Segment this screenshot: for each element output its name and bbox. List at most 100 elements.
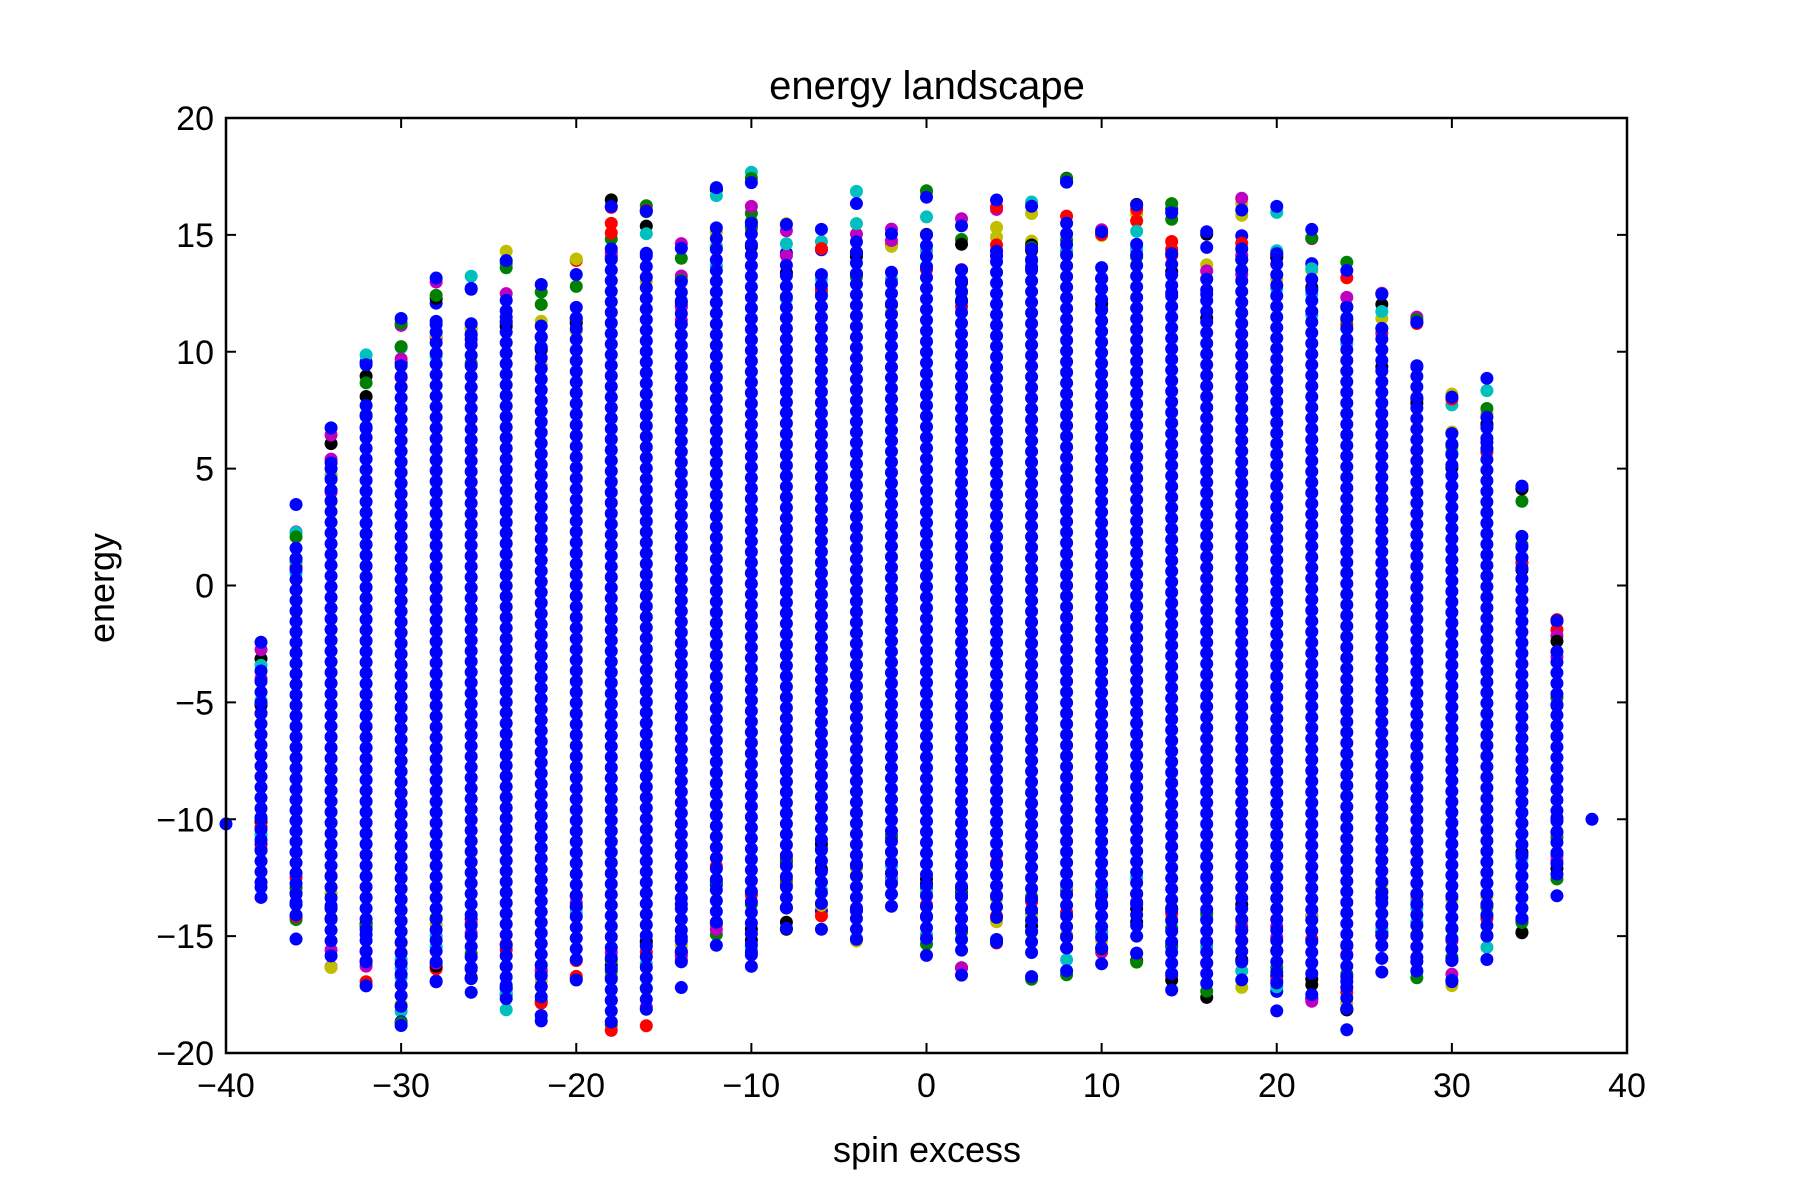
scatter-point — [709, 360, 723, 374]
scatter-point — [1165, 363, 1179, 377]
x-tick-label: −10 — [723, 1067, 781, 1105]
scatter-point — [1200, 806, 1214, 820]
scatter-point — [359, 955, 373, 969]
scatter-point — [1095, 271, 1109, 285]
scatter-point — [814, 747, 828, 761]
scatter-point — [604, 591, 618, 605]
scatter-point — [289, 751, 303, 765]
scatter-point — [534, 766, 548, 780]
scatter-point — [1340, 502, 1354, 516]
scatter-point — [1340, 757, 1354, 771]
scatter-point — [1480, 371, 1494, 385]
scatter-point — [1375, 928, 1389, 942]
scatter-point — [1060, 504, 1074, 518]
scatter-point — [779, 501, 793, 515]
scatter-point — [1025, 434, 1039, 448]
scatter-point — [1165, 300, 1179, 314]
scatter-point — [324, 655, 338, 669]
scatter-point — [359, 698, 373, 712]
scatter-point — [639, 950, 653, 964]
scatter-point — [920, 324, 933, 338]
scatter-point — [1305, 988, 1319, 1002]
scatter-point — [674, 625, 688, 639]
scatter-point — [604, 263, 618, 277]
scatter-point — [1375, 513, 1389, 527]
scatter-point — [674, 981, 688, 995]
scatter-point — [1235, 572, 1249, 586]
scatter-point — [1305, 967, 1319, 981]
scatter-point — [1340, 619, 1354, 633]
scatter-point — [779, 532, 793, 546]
scatter-point — [1375, 726, 1389, 740]
scatter-point — [1340, 385, 1354, 399]
scatter-point — [1200, 550, 1214, 564]
scatter-point — [779, 406, 793, 420]
scatter-point — [1340, 725, 1354, 739]
scatter-point — [744, 418, 758, 432]
scatter-point — [1130, 631, 1144, 645]
scatter-point — [604, 549, 618, 563]
scatter-point — [1445, 679, 1459, 693]
scatter-point — [1095, 601, 1109, 615]
scatter-point — [1025, 615, 1039, 629]
scatter-point — [709, 370, 723, 384]
scatter-point — [1270, 310, 1284, 324]
scatter-point — [324, 612, 338, 626]
scatter-point — [464, 718, 478, 732]
scatter-point — [779, 764, 793, 778]
scatter-point — [674, 902, 688, 916]
scatter-point — [534, 1009, 548, 1023]
scatter-point — [639, 334, 653, 348]
scatter-point — [1130, 386, 1144, 400]
scatter-point — [499, 843, 513, 857]
scatter-point — [920, 868, 933, 881]
scatter-point — [744, 778, 758, 792]
scatter-point — [990, 826, 1004, 840]
scatter-point — [569, 760, 583, 774]
scatter-point — [1375, 619, 1389, 633]
scatter-point — [1130, 471, 1144, 485]
scatter-point — [499, 600, 513, 614]
scatter-point — [674, 934, 688, 948]
scatter-point — [744, 884, 758, 898]
scatter-point — [955, 858, 969, 872]
scatter-point — [1305, 924, 1319, 938]
scatter-point — [1060, 856, 1074, 870]
scatter-point — [990, 688, 1004, 702]
scatter-point — [1130, 918, 1144, 932]
scatter-point — [1165, 427, 1179, 441]
scatter-point — [1235, 785, 1249, 799]
scatter-point — [569, 418, 583, 432]
scatter-point — [1060, 238, 1074, 251]
scatter-point — [709, 616, 723, 630]
scatter-point — [499, 314, 513, 328]
scatter-point — [499, 254, 513, 268]
scatter-point — [1235, 316, 1249, 330]
scatter-point — [639, 589, 653, 603]
scatter-point — [1060, 365, 1074, 379]
scatter-point — [394, 380, 408, 394]
scatter-point — [1200, 967, 1214, 981]
scatter-point — [1200, 582, 1214, 596]
scatter-point — [674, 668, 688, 682]
scatter-point — [779, 669, 793, 683]
scatter-point — [1340, 640, 1354, 654]
scatter-point — [604, 750, 618, 764]
scatter-point — [1340, 927, 1354, 941]
scatter-point — [429, 731, 443, 745]
scatter-point — [639, 1002, 653, 1016]
scatter-point — [1060, 738, 1074, 752]
scatter-point — [744, 948, 758, 962]
scatter-point — [849, 838, 863, 852]
scatter-point — [779, 469, 793, 483]
scatter-point — [1270, 384, 1284, 398]
scatter-point — [1375, 630, 1389, 644]
scatter-point — [1305, 518, 1319, 532]
scatter-point — [639, 398, 653, 412]
scatter-point — [920, 878, 933, 892]
scatter-point — [674, 912, 688, 926]
scatter-point — [1165, 808, 1179, 822]
scatter-point — [464, 697, 478, 711]
scatter-point — [1095, 909, 1109, 923]
